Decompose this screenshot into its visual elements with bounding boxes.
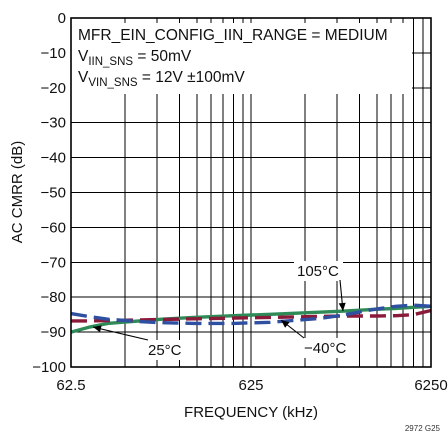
y-tick-label: −50: [41, 185, 66, 202]
y-tick-label: −10: [41, 45, 66, 62]
callouts: 25°C −40°C 105°C: [92, 261, 350, 360]
annotation-line-3-sub: VIN_SNS: [88, 77, 138, 89]
callout-bg-1: [301, 338, 350, 358]
y-axis-title: AC CMRR (dB): [9, 141, 26, 244]
x-axis-title: FREQUENCY (kHz): [184, 404, 318, 421]
callout-bg-2: [294, 261, 343, 281]
callout-arrowhead-1: [281, 320, 290, 328]
callout-leader-0: [92, 326, 149, 341]
y-tick-label: −90: [41, 324, 66, 341]
callout-arrowhead-0: [93, 325, 102, 333]
annotation-line-1: MFR_EIN_CONFIG_IIN_RANGE = MEDIUM: [78, 27, 388, 44]
annotation-line-2-main: V: [78, 48, 89, 65]
x-tick-labels: 62.5 625 6250: [56, 377, 447, 394]
annotation-background: [71, 23, 412, 94]
y-tick-labels: 0 −10 −20 −30 −40 −50 −60 −70 −80 −90 −100: [32, 10, 66, 376]
callout-arrowhead-2: [338, 302, 346, 311]
annotation-line-3: VVIN_SNS = 12V ±100mV: [78, 69, 245, 89]
y-tick-label: −80: [41, 289, 66, 306]
plot-frame: [70, 17, 432, 368]
y-tick-label: −40: [41, 150, 66, 167]
y-tick-label: −20: [41, 80, 66, 97]
x-tick-label: 625: [238, 377, 263, 394]
callout-bg-0: [145, 340, 186, 360]
annotation-line-3-rest: = 12V ±100mV: [138, 69, 246, 86]
y-tick-label: −100: [32, 359, 66, 376]
x-tick-label: 62.5: [56, 377, 85, 394]
y-tick-label: −70: [41, 254, 66, 271]
callout-label-0: 25°C: [148, 342, 182, 359]
series-line-2: [70, 303, 432, 326]
y-tick-label: −60: [41, 219, 66, 236]
series: [70, 303, 432, 334]
callout-label-2: 105°C: [297, 263, 339, 280]
y-tick-label: −30: [41, 115, 66, 132]
annotation-line-3-main: V: [78, 69, 89, 86]
y-tick-label: 0: [58, 10, 66, 27]
annotation-line-2-sub: IIN_SNS: [88, 56, 133, 68]
callout-label-1: −40°C: [304, 340, 346, 357]
figure-id: 2972 G25: [405, 424, 441, 433]
annotation-line-2-rest: = 50mV: [133, 48, 192, 65]
annotation-line-2: VIIN_SNS = 50mV: [78, 48, 192, 68]
x-tick-label: 6250: [414, 377, 447, 394]
series-line-0: [70, 304, 432, 334]
